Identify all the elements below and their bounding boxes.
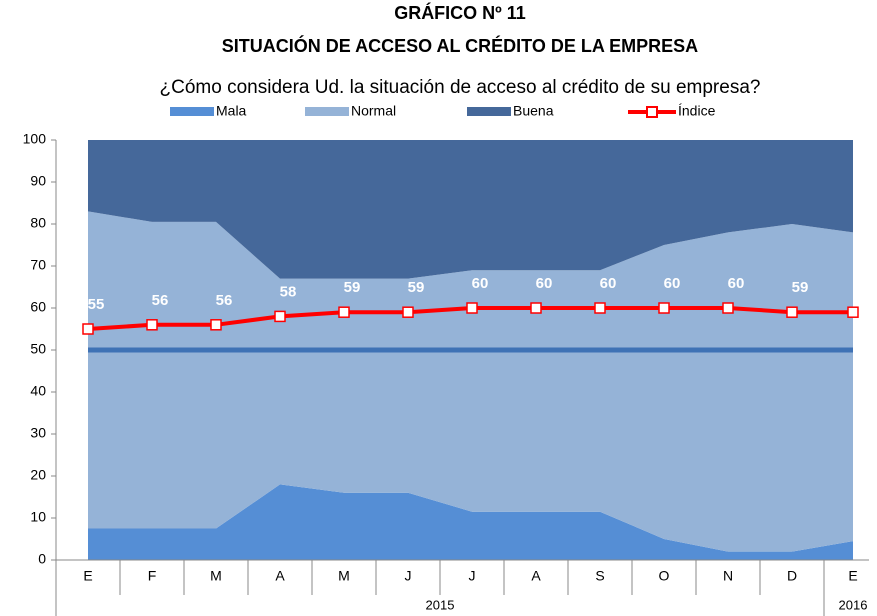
data-label: 59: [344, 279, 361, 296]
chart-number: GRÁFICO Nº 11: [394, 2, 526, 23]
data-label: 60: [600, 275, 617, 292]
x-tick-label: S: [595, 568, 604, 584]
y-tick-label: 90: [30, 173, 46, 189]
index-marker: [466, 302, 478, 314]
legend-label: Mala: [216, 103, 247, 119]
x-tick-label: J: [405, 568, 412, 584]
x-tick-label: D: [787, 568, 797, 584]
x-tick-label: M: [338, 568, 350, 584]
index-marker: [658, 302, 670, 314]
index-marker: [338, 306, 350, 318]
y-tick-label: 40: [30, 383, 46, 399]
group-label: 2015: [426, 597, 455, 612]
area: [88, 484, 853, 560]
index-marker: [847, 306, 859, 318]
index-marker: [786, 306, 798, 318]
x-tick-label: E: [848, 568, 857, 584]
y-tick-label: 20: [30, 467, 46, 483]
index-marker: [146, 319, 158, 331]
data-label: 59: [408, 279, 425, 296]
x-tick-label: E: [83, 568, 92, 584]
x-tick-label: F: [148, 568, 157, 584]
y-tick-label: 60: [30, 299, 46, 315]
data-label: 59: [853, 279, 870, 296]
data-label: 60: [664, 275, 681, 292]
data-label: 60: [728, 275, 745, 292]
legend-label: Índice: [678, 103, 716, 119]
area: [88, 140, 853, 279]
index-marker: [530, 302, 542, 314]
legend-swatch: [305, 107, 349, 116]
y-tick-label: 0: [38, 551, 46, 567]
y-tick-label: 50: [30, 341, 46, 357]
legend-label: Normal: [351, 103, 396, 119]
index-marker: [722, 302, 734, 314]
group-label: 2016: [839, 597, 868, 612]
x-tick-label: O: [659, 568, 670, 584]
y-tick-label: 70: [30, 257, 46, 273]
legend-swatch: [170, 107, 214, 116]
chart-title: SITUACIÓN DE ACCESO AL CRÉDITO DE LA EMP…: [222, 35, 698, 56]
data-label: 55: [88, 296, 105, 313]
y-tick-label: 100: [23, 131, 47, 147]
x-tick-label: J: [469, 568, 476, 584]
data-label: 59: [792, 279, 809, 296]
legend-marker: [646, 106, 658, 118]
legend-swatch: [467, 107, 511, 116]
data-label: 56: [152, 292, 169, 309]
y-tick-label: 30: [30, 425, 46, 441]
index-marker: [402, 306, 414, 318]
data-label: 60: [536, 275, 553, 292]
x-tick-label: N: [723, 568, 733, 584]
index-marker: [82, 323, 94, 335]
chart-subtitle: ¿Cómo considera Ud. la situación de acce…: [160, 77, 761, 98]
y-tick-label: 10: [30, 509, 46, 525]
data-label: 56: [216, 292, 233, 309]
legend-label: Buena: [513, 103, 554, 119]
index-marker: [594, 302, 606, 314]
index-marker: [274, 310, 286, 323]
x-tick-label: A: [275, 568, 285, 584]
area: [88, 211, 853, 552]
y-tick-label: 80: [30, 215, 46, 231]
x-tick-label: A: [531, 568, 541, 584]
index-marker: [210, 319, 222, 331]
data-label: 58: [280, 283, 297, 300]
data-label: 60: [472, 275, 489, 292]
x-tick-label: M: [210, 568, 222, 584]
